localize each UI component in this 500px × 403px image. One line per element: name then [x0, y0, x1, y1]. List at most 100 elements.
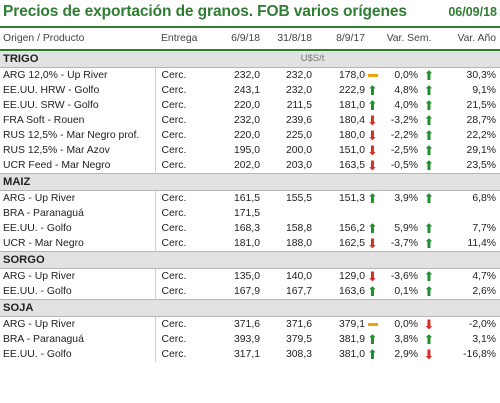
trend-cell: ⬆: [420, 269, 438, 285]
section-header-spacer: [365, 299, 500, 317]
entrega-cell: Cerc.: [154, 67, 210, 83]
var-ano-cell: 29,1%: [466, 145, 497, 156]
section-header-row: TRIGO U$S/t: [0, 49, 500, 68]
arrow-up-icon: ⬆: [423, 98, 435, 113]
entrega-cell: Cerc.: [154, 316, 210, 332]
price-date-2-cell: 379,5: [285, 334, 312, 345]
product-cell: UCR Feed - Mar Negro: [3, 160, 111, 171]
arrow-up-icon: ⬆: [367, 347, 378, 362]
arrow-up-icon: ⬆: [423, 128, 435, 143]
table-row: BRA - Paranaguá Cerc. 171,5: [0, 206, 500, 221]
trend-cell: ⬇: [420, 317, 438, 333]
trend-cell: ⬆: [365, 191, 380, 207]
trend-cell: ⬆: [420, 284, 438, 300]
entrega-cell: Cerc.: [154, 206, 210, 221]
trend-cell: ⬆: [420, 191, 438, 207]
table-row: EE.UU. - Golfo Cerc. 317,1 308,3 381,0 ⬆ 2,9% ⬇…: [0, 347, 500, 362]
var-ano-cell: 30,3%: [466, 70, 497, 81]
arrow-up-icon: ⬆: [423, 143, 435, 158]
price-date-1-cell: 243,1: [233, 85, 260, 96]
trend-cell: ⬆: [365, 284, 380, 300]
var-ano-cell: 23,5%: [466, 160, 497, 171]
arrow-up-icon: ⬆: [423, 113, 435, 128]
section-header-row: SOJA: [0, 299, 500, 317]
trend-cell-empty: [420, 206, 438, 221]
var-ano-cell: 11,4%: [467, 238, 497, 249]
var-ano-cell: -16,8%: [463, 349, 497, 360]
arrow-down-icon: ⬇: [367, 268, 378, 284]
product-cell: EE.UU. HRW - Golfo: [3, 85, 100, 96]
arrow-up-icon: ⬆: [423, 67, 435, 83]
arrow-down-icon: ⬇: [367, 158, 378, 173]
product-cell: BRA - Paranaguá: [3, 334, 84, 345]
price-date-2-cell: 140,0: [285, 271, 312, 282]
trend-cell: ⬆: [420, 128, 438, 143]
product-cell: BRA - Paranaguá: [3, 208, 84, 219]
header-var-ano: Var. Año: [438, 26, 500, 51]
var-sem-cell: 5,9%: [394, 223, 418, 234]
table-row: UCR - Mar Negro Cerc. 181,0 188,0 162,5 ⬇ -3,7…: [0, 236, 500, 252]
var-sem-cell: -3,6%: [390, 271, 418, 282]
var-sem-cell: 4,8%: [394, 85, 418, 96]
table-row: FRA Soft - Rouen Cerc. 232,0 239,6 180,4 ⬇ -3,…: [0, 113, 500, 128]
table-row: EE.UU. HRW - Golfo Cerc. 243,1 232,0 222,9 ⬆ 4…: [0, 83, 500, 98]
arrow-down-icon: ⬇: [423, 316, 435, 332]
section-header-spacer: [365, 251, 500, 269]
price-date-3-cell: 151,3: [338, 193, 365, 204]
product-cell: ARG - Up River: [3, 319, 76, 330]
arrow-up-icon: ⬆: [367, 221, 378, 236]
product-cell: ARG - Up River: [3, 271, 76, 282]
entrega-cell: Cerc.: [154, 284, 210, 300]
price-date-2-cell: 203,0: [285, 160, 312, 171]
product-cell: RUS 12,5% - Mar Negro prof.: [3, 130, 140, 141]
trend-cell: ⬆: [365, 98, 380, 113]
table-row: ARG 12,0% - Up River Cerc. 232,0 232,0 178,0…: [0, 67, 500, 84]
arrow-up-icon: ⬆: [423, 332, 435, 347]
price-date-1-cell: 195,0: [233, 145, 260, 156]
trend-cell: ⬇: [365, 128, 380, 143]
price-date-1-cell: 393,9: [233, 334, 260, 345]
trend-cell: ⬆: [420, 98, 438, 113]
price-date-3-cell: [312, 206, 365, 221]
prices-table: Origen / Producto Entrega 6/9/18 31/8/18…: [0, 26, 500, 362]
var-ano-cell: 21,5%: [466, 100, 497, 111]
price-date-3-cell: 181,0: [338, 100, 365, 111]
price-date-2-cell: 158,8: [285, 223, 312, 234]
price-date-3-cell: 163,6: [338, 286, 365, 297]
table-row: BRA - Paranaguá Cerc. 393,9 379,5 381,9 ⬆ 3,8%…: [0, 332, 500, 347]
price-date-3-cell: 163,5: [338, 160, 365, 171]
product-cell: ARG 12,0% - Up River: [3, 70, 108, 81]
product-cell: UCR - Mar Negro: [3, 238, 84, 249]
trend-cell: ⬆: [365, 221, 380, 236]
var-sem-cell: -3,2%: [390, 115, 418, 126]
trend-cell: ⬆: [420, 236, 438, 252]
entrega-cell: Cerc.: [154, 113, 210, 128]
table-row: EE.UU. - Golfo Cerc. 167,9 167,7 163,6 ⬆ 0,1% ⬆…: [0, 284, 500, 300]
entrega-cell: Cerc.: [154, 332, 210, 347]
header-var-sem: Var. Sem.: [380, 26, 439, 51]
trend-cell: ⬇: [365, 236, 380, 252]
var-ano-cell: 3,1%: [472, 334, 497, 345]
table-body: TRIGO U$S/t ARG 12,0% - Up River Cerc. 232,0…: [0, 49, 500, 362]
trend-cell: ⬇: [365, 158, 380, 174]
section-title: SORGO: [0, 251, 260, 269]
trend-cell: ⬆: [420, 158, 438, 174]
trend-cell: ⬆: [420, 332, 438, 347]
section-title: MAIZ: [0, 173, 260, 191]
price-date-2-cell: 200,0: [285, 145, 312, 156]
arrow-up-icon: ⬆: [367, 98, 378, 113]
trend-cell: ⬆: [420, 221, 438, 236]
arrow-down-icon: ⬇: [367, 113, 378, 128]
header-entrega: Entrega: [155, 26, 210, 51]
table-row: RUS 12,5% - Mar Azov Cerc. 195,0 200,0 151,0…: [0, 143, 500, 158]
trend-cell: ⬆: [420, 68, 438, 84]
table-row: UCR Feed - Mar Negro Cerc. 202,0 203,0 163,5…: [0, 158, 500, 174]
unit-label: [260, 299, 365, 317]
entrega-cell: Cerc.: [154, 268, 210, 284]
section-header-spacer: [365, 49, 500, 68]
section-header-row: MAIZ: [0, 173, 500, 191]
var-ano-cell: 2,6%: [472, 286, 497, 297]
entrega-cell: Cerc.: [154, 236, 210, 252]
product-cell: FRA Soft - Rouen: [3, 115, 85, 126]
arrow-up-icon: ⬆: [367, 83, 378, 98]
